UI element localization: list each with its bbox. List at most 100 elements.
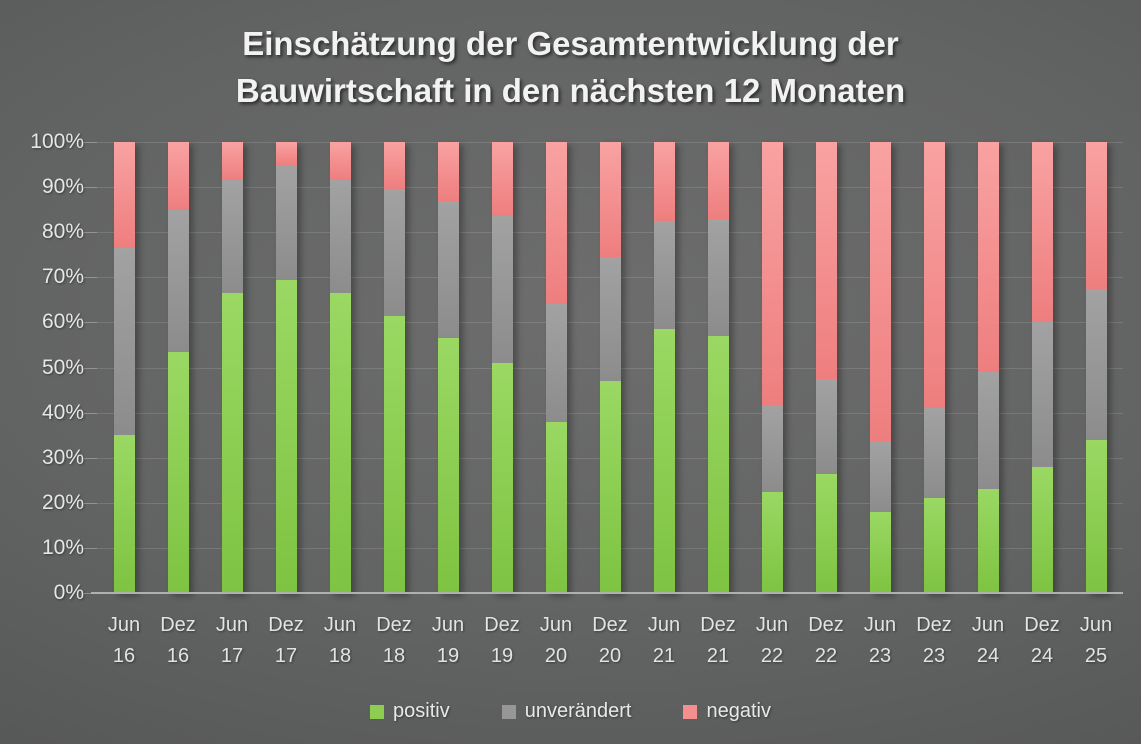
bar-segment-unveraendert bbox=[707, 218, 729, 336]
bar-column-jun-16 bbox=[97, 142, 151, 593]
x-axis-label-line: Jun bbox=[863, 614, 897, 636]
stacked-bar-jun-19 bbox=[437, 142, 459, 593]
bar-segment-negativ bbox=[1085, 142, 1107, 289]
x-axis-label-line: Jun bbox=[539, 614, 573, 636]
bar-column-dez-18 bbox=[367, 142, 421, 593]
bar-segment-unveraendert bbox=[275, 164, 297, 280]
chart-title-line-2: Bauwirtschaft in den nächsten 12 Monaten bbox=[235, 72, 906, 109]
x-axis-label-line: 23 bbox=[868, 645, 892, 667]
x-axis-label-jun-22: Jun 22 bbox=[745, 610, 799, 672]
bar-segment-negativ bbox=[653, 142, 675, 221]
bar-segment-negativ bbox=[383, 142, 405, 190]
bar-segment-negativ bbox=[221, 142, 243, 181]
legend-swatch-positiv bbox=[370, 704, 385, 719]
bar-segment-negativ bbox=[761, 142, 783, 406]
x-axis-line bbox=[91, 592, 1123, 594]
bar-segment-unveraendert bbox=[1031, 322, 1053, 467]
stacked-bar-dez-17 bbox=[275, 142, 297, 593]
x-axis-label-dez-23: Dez 23 bbox=[907, 610, 961, 672]
x-axis-label-line: Jun bbox=[1079, 614, 1113, 636]
x-axis-label-line: Jun bbox=[647, 614, 681, 636]
x-axis-label-jun-23: Jun 23 bbox=[853, 610, 907, 672]
bar-segment-positiv bbox=[491, 363, 513, 593]
y-axis-label-60%: 60% bbox=[41, 310, 84, 334]
bar-segment-unveraendert bbox=[761, 405, 783, 492]
bar-segment-unveraendert bbox=[923, 408, 945, 499]
y-axis-label-70%: 70% bbox=[41, 265, 84, 289]
bar-column-dez-24 bbox=[1015, 142, 1069, 593]
x-axis-label-line: 19 bbox=[490, 645, 514, 667]
bar-column-dez-20 bbox=[583, 142, 637, 593]
x-axis-label-line: 20 bbox=[544, 645, 568, 667]
bar-segment-unveraendert bbox=[113, 248, 135, 436]
bar-column-dez-23 bbox=[907, 142, 961, 593]
x-axis-label-jun-18: Jun 18 bbox=[313, 610, 367, 672]
stacked-bar-dez-23 bbox=[923, 142, 945, 593]
bar-segment-negativ bbox=[329, 142, 351, 181]
stacked-bar-jun-21 bbox=[653, 142, 675, 593]
bar-segment-negativ bbox=[1031, 142, 1053, 323]
stacked-bar-jun-25 bbox=[1085, 142, 1107, 593]
y-axis-label-0%: 0% bbox=[53, 581, 84, 604]
y-axis-label-30%: 30% bbox=[41, 445, 84, 469]
bar-column-jun-24 bbox=[961, 142, 1015, 593]
y-tick-40% bbox=[84, 412, 97, 414]
stacked-bar-dez-24 bbox=[1031, 142, 1053, 593]
x-axis-label-line: 17 bbox=[220, 645, 244, 667]
legend-label-unveraendert: unverändert bbox=[524, 700, 632, 722]
x-axis-label-jun-21: Jun 21 bbox=[637, 610, 691, 672]
bar-segment-negativ bbox=[815, 142, 837, 379]
bar-column-jun-22 bbox=[745, 142, 799, 593]
y-tick-0% bbox=[84, 593, 97, 594]
bar-segment-unveraendert bbox=[977, 372, 999, 490]
x-axis-label-line: Jun bbox=[755, 614, 789, 636]
bar-segment-negativ bbox=[599, 142, 621, 258]
bar-segment-positiv bbox=[329, 293, 351, 593]
x-axis-label-line: 18 bbox=[382, 645, 406, 667]
y-axis-label-10%: 10% bbox=[41, 535, 84, 559]
x-axis-label-line: 24 bbox=[976, 645, 1000, 667]
bar-column-jun-23 bbox=[853, 142, 907, 593]
stacked-bar-dez-16 bbox=[167, 142, 189, 593]
bar-segment-negativ bbox=[707, 142, 729, 219]
x-axis-label-line: Dez bbox=[268, 614, 304, 636]
stacked-bar-dez-20 bbox=[599, 142, 621, 593]
bar-segment-negativ bbox=[491, 142, 513, 217]
stacked-bar-dez-18 bbox=[383, 142, 405, 593]
x-axis-label-line: Jun bbox=[323, 614, 357, 636]
x-axis-label-dez-17: Dez 17 bbox=[259, 610, 313, 672]
bar-column-dez-16 bbox=[151, 142, 205, 593]
x-axis-label-jun-25: Jun 25 bbox=[1069, 610, 1123, 672]
bar-segment-positiv bbox=[545, 421, 567, 593]
bar-segment-positiv bbox=[1031, 466, 1053, 593]
x-axis-label-jun-24: Jun 24 bbox=[961, 610, 1015, 672]
x-axis-label-dez-18: Dez 18 bbox=[367, 610, 421, 672]
bar-segment-negativ bbox=[113, 142, 135, 248]
bar-column-jun-18 bbox=[313, 142, 367, 593]
y-axis-labels: 100% 90% 80% 70% 60% 50% 40% 30% 20% 10% 0% bbox=[0, 130, 84, 604]
x-axis-label-line: 16 bbox=[112, 645, 136, 667]
bar-segment-unveraendert bbox=[329, 180, 351, 294]
x-axis-label-jun-20: Jun 20 bbox=[529, 610, 583, 672]
bar-segment-negativ bbox=[437, 142, 459, 201]
y-axis-label-100%: 100% bbox=[30, 130, 84, 153]
bar-column-jun-20 bbox=[529, 142, 583, 593]
bar-segment-positiv bbox=[221, 293, 243, 593]
x-axis-label-line: Dez bbox=[1024, 614, 1060, 636]
bar-segment-positiv bbox=[599, 381, 621, 593]
stacked-bar-jun-23 bbox=[869, 142, 891, 593]
legend-item-positiv: positiv bbox=[370, 700, 450, 723]
bar-segment-positiv bbox=[167, 351, 189, 593]
bar-segment-unveraendert bbox=[1085, 288, 1107, 440]
bar-column-jun-17 bbox=[205, 142, 259, 593]
bar-segment-positiv bbox=[383, 315, 405, 593]
y-axis-label-50%: 50% bbox=[41, 355, 84, 379]
bar-segment-negativ bbox=[167, 142, 189, 210]
x-axis-label-line: 18 bbox=[328, 645, 352, 667]
x-axis-label-line: Dez bbox=[484, 614, 520, 636]
stacked-bar-jun-18 bbox=[329, 142, 351, 593]
y-tick-90% bbox=[84, 187, 97, 189]
bar-segment-unveraendert bbox=[383, 189, 405, 316]
bar-segment-negativ bbox=[869, 142, 891, 442]
